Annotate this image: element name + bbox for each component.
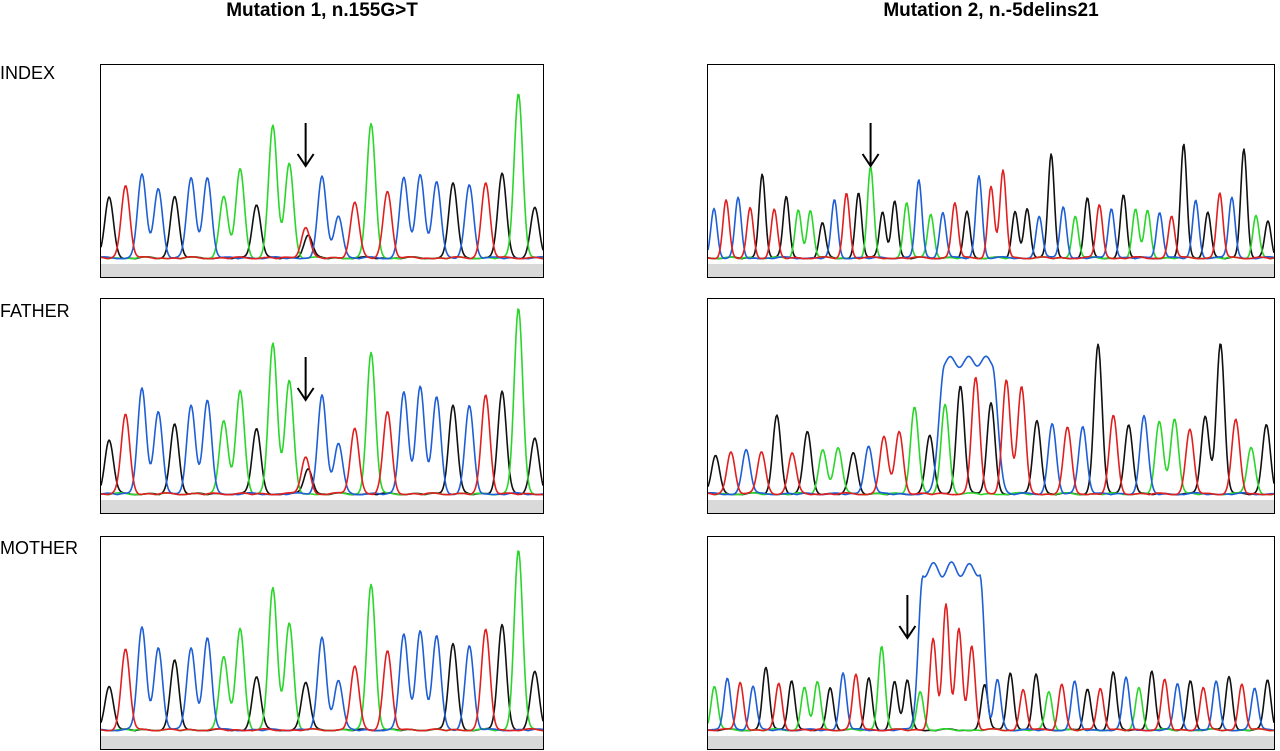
chromatogram-father-mutation-2 xyxy=(707,298,1275,514)
trace-a xyxy=(708,403,1274,496)
row-label-father: FATHER xyxy=(0,301,70,321)
chromatogram-index-mutation-2 xyxy=(707,64,1275,278)
trace-t xyxy=(101,182,543,260)
baseline-band xyxy=(101,736,543,749)
trace-c xyxy=(708,561,1274,732)
baseline-band xyxy=(101,500,543,513)
mutation-arrow-icon xyxy=(861,123,880,168)
baseline-band xyxy=(101,264,543,277)
trace-t xyxy=(101,394,543,496)
trace-a xyxy=(101,308,543,496)
trace-t xyxy=(708,376,1274,496)
trace-g xyxy=(708,343,1274,496)
trace-a xyxy=(101,550,543,732)
trace-t xyxy=(708,169,1274,260)
mutation-arrow-icon xyxy=(296,357,315,402)
trace-t xyxy=(101,628,543,732)
baseline-band xyxy=(708,264,1274,277)
column-title-mutation-1: Mutation 1, n.155G>T xyxy=(226,0,418,21)
mutation-arrow-icon xyxy=(898,595,917,640)
trace-a xyxy=(708,166,1274,260)
chromatogram-index-mutation-1 xyxy=(100,64,544,278)
baseline-band xyxy=(708,500,1274,513)
trace-g xyxy=(708,666,1274,732)
trace-t xyxy=(708,603,1274,732)
row-label-index: INDEX xyxy=(0,63,56,83)
baseline-band xyxy=(708,736,1274,749)
trace-c xyxy=(708,355,1274,496)
chromatogram-father-mutation-1 xyxy=(100,298,544,514)
row-label-mother: MOTHER xyxy=(0,538,78,558)
chromatogram-mother-mutation-1 xyxy=(100,536,544,750)
chromatogram-mother-mutation-2 xyxy=(707,536,1275,750)
mutation-arrow-icon xyxy=(296,123,315,168)
column-title-mutation-2: Mutation 2, n.-5delins21 xyxy=(883,0,1099,21)
